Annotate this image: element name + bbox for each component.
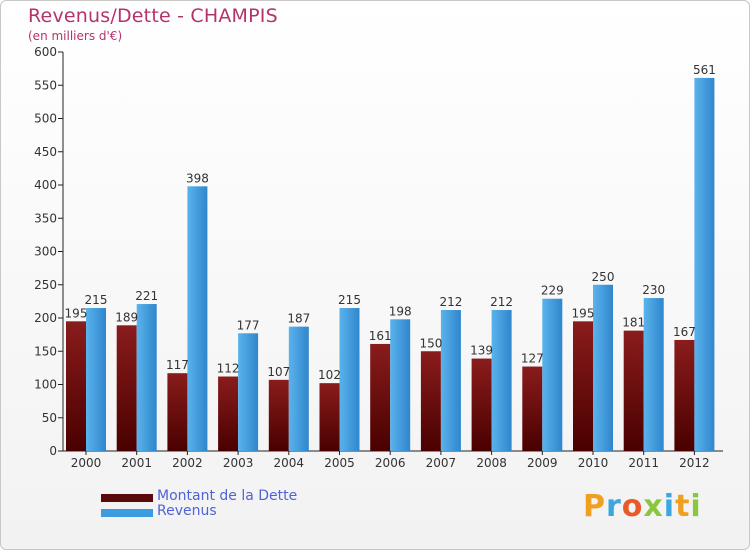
bar-revenus-2008 — [491, 310, 512, 451]
y-tick-label: 300 — [34, 245, 57, 259]
legend-swatch-dette — [101, 494, 153, 502]
data-label-revenus-2003: 177 — [237, 318, 260, 332]
bar-revenus-2011 — [643, 298, 664, 451]
y-tick-label: 100 — [34, 378, 57, 392]
x-tick-label-2000: 2000 — [71, 456, 102, 470]
bar-dette-2010 — [573, 321, 593, 451]
bar-revenus-2004 — [288, 326, 309, 451]
data-label-revenus-2002: 398 — [186, 171, 209, 185]
y-tick-label: 200 — [34, 311, 57, 325]
data-label-dette-2008: 139 — [470, 344, 493, 358]
data-label-revenus-2006: 198 — [389, 304, 412, 318]
data-label-dette-2000: 195 — [65, 306, 88, 320]
proxiti-logo: Proxiti — [583, 489, 702, 524]
data-label-dette-2005: 102 — [318, 368, 341, 382]
legend-label-dette: Montant de la Dette — [157, 488, 298, 504]
y-tick-label: 50 — [42, 411, 57, 425]
x-tick-label-2003: 2003 — [223, 456, 254, 470]
bar-revenus-2000 — [86, 308, 106, 451]
data-label-revenus-2004: 187 — [287, 312, 310, 326]
bar-revenus-2006 — [390, 319, 411, 451]
x-tick-label-2004: 2004 — [274, 456, 305, 470]
x-tick-label-2006: 2006 — [375, 456, 406, 470]
bar-revenus-2010 — [593, 284, 613, 451]
y-tick-label: 500 — [34, 112, 57, 126]
data-label-dette-2003: 112 — [217, 362, 240, 376]
logo-letter: i — [663, 489, 676, 524]
data-label-revenus-2010: 250 — [592, 270, 615, 284]
data-label-revenus-2001: 221 — [135, 289, 158, 303]
x-tick-label-2009: 2009 — [527, 456, 558, 470]
logo-letter: t — [675, 489, 691, 524]
bar-dette-2006 — [370, 343, 391, 451]
bar-dette-2009 — [522, 366, 543, 451]
data-label-revenus-2011: 230 — [642, 283, 665, 297]
chart-subtitle: (en milliers d'€) — [28, 29, 123, 43]
bar-revenus-2003 — [238, 333, 259, 451]
data-label-dette-2004: 107 — [267, 365, 290, 379]
chart-title: Revenus/Dette - CHAMPIS — [28, 5, 278, 27]
legend-swatch-revenus — [101, 509, 153, 517]
logo-letter: o — [621, 489, 644, 524]
bar-dette-2004 — [268, 379, 289, 451]
data-label-dette-2006: 161 — [369, 329, 392, 343]
bars — [66, 77, 715, 451]
bar-dette-2011 — [623, 330, 644, 451]
bar-dette-2002 — [167, 373, 188, 451]
data-label-dette-2001: 189 — [115, 310, 138, 324]
bar-revenus-2012 — [694, 77, 715, 451]
data-label-dette-2002: 117 — [166, 358, 189, 372]
logo-letter: i — [690, 489, 702, 524]
x-tick-label-2012: 2012 — [679, 456, 710, 470]
data-label-revenus-2000: 215 — [85, 293, 108, 307]
y-tick-label: 350 — [34, 211, 57, 225]
y-tick-label: 150 — [34, 344, 57, 358]
data-label-revenus-2007: 212 — [439, 295, 462, 309]
y-tick-label: 0 — [49, 444, 57, 458]
y-tick-label: 250 — [34, 278, 57, 292]
logo-letter: x — [643, 489, 664, 524]
y-tick-label: 400 — [34, 178, 57, 192]
bar-revenus-2005 — [339, 308, 360, 451]
y-tick-label: 550 — [34, 78, 57, 92]
logo-letter: P — [583, 489, 606, 524]
bar-dette-2012 — [674, 339, 695, 451]
bar-dette-2007 — [420, 351, 441, 451]
bar-dette-2001 — [116, 325, 137, 451]
y-tick-label: 450 — [34, 145, 57, 159]
bar-dette-2003 — [218, 376, 239, 451]
data-label-revenus-2005: 215 — [338, 293, 361, 307]
data-label-dette-2009: 127 — [521, 352, 544, 366]
bar-revenus-2009 — [542, 298, 563, 451]
bar-dette-2008 — [471, 358, 492, 451]
data-label-dette-2012: 167 — [673, 325, 696, 339]
bar-dette-2000 — [66, 321, 86, 451]
data-label-revenus-2008: 212 — [490, 295, 513, 309]
data-label-dette-2010: 195 — [572, 306, 595, 320]
x-tick-label-2001: 2001 — [121, 456, 152, 470]
data-label-dette-2007: 150 — [419, 336, 442, 350]
x-tick-label-2010: 2010 — [578, 456, 609, 470]
data-labels: 1952151892211173981121771071871022151611… — [65, 63, 716, 382]
x-tick-label-2005: 2005 — [324, 456, 355, 470]
legend-label-revenus: Revenus — [157, 503, 217, 519]
x-tick-label-2007: 2007 — [426, 456, 457, 470]
data-label-revenus-2009: 229 — [541, 284, 564, 298]
y-tick-label: 600 — [34, 45, 57, 59]
bar-revenus-2007 — [440, 310, 461, 451]
x-tick-label-2008: 2008 — [476, 456, 507, 470]
logo-letter: r — [606, 489, 622, 524]
bar-revenus-2002 — [187, 186, 208, 451]
x-tick-label-2011: 2011 — [628, 456, 659, 470]
data-label-revenus-2012: 561 — [693, 63, 716, 77]
bar-revenus-2001 — [136, 304, 157, 451]
data-label-dette-2011: 181 — [622, 316, 645, 330]
x-tick-label-2002: 2002 — [172, 456, 203, 470]
bar-dette-2005 — [319, 383, 340, 451]
